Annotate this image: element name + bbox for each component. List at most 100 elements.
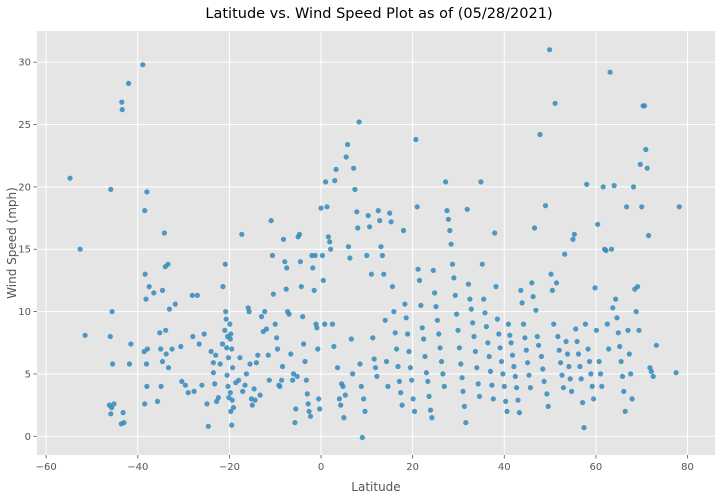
data-point [633, 309, 639, 315]
data-point [468, 306, 474, 312]
data-point [352, 186, 358, 192]
data-point [327, 239, 333, 245]
data-point [118, 421, 124, 427]
data-point [604, 321, 610, 327]
data-point [215, 395, 221, 401]
data-point [487, 368, 494, 374]
data-point [476, 393, 483, 399]
data-point [358, 383, 364, 389]
x-axis-ticks: −60 −40 −20 0 20 40 60 80 [36, 455, 694, 473]
data-point [464, 206, 470, 212]
data-point [407, 365, 413, 371]
data-point [252, 397, 258, 403]
data-point [249, 402, 255, 408]
data-point [159, 287, 166, 293]
data-point [592, 285, 598, 291]
data-point [347, 255, 353, 261]
data-point [451, 275, 457, 281]
data-point [496, 331, 502, 337]
data-point [511, 363, 517, 370]
data-point [595, 221, 601, 227]
data-point [279, 377, 285, 383]
data-point [644, 165, 650, 171]
data-point [144, 383, 150, 389]
data-point [126, 80, 132, 86]
data-point [421, 336, 427, 342]
data-point [636, 327, 642, 333]
data-point [372, 365, 379, 371]
x-tick-label: 60 [590, 462, 603, 473]
data-point [389, 284, 396, 290]
data-point [578, 376, 584, 382]
data-point [653, 342, 660, 348]
data-point [322, 321, 328, 327]
data-point [158, 346, 164, 352]
data-point [265, 352, 271, 358]
data-point [201, 331, 207, 337]
data-point [402, 301, 408, 307]
data-point [611, 183, 617, 189]
data-point [251, 386, 257, 392]
data-point [648, 368, 654, 374]
data-point [398, 390, 404, 396]
x-axis-label: Latitude [351, 480, 400, 494]
data-point [274, 335, 280, 341]
data-point [391, 309, 397, 315]
data-point [282, 259, 288, 265]
data-point [536, 342, 542, 348]
data-point [370, 335, 376, 341]
data-point [246, 309, 252, 315]
data-point [606, 346, 612, 352]
data-point [566, 363, 572, 370]
data-point [610, 305, 616, 311]
data-point [375, 208, 381, 214]
data-point [379, 252, 385, 259]
data-point [628, 371, 634, 377]
data-point [452, 292, 458, 298]
data-point [158, 383, 164, 389]
data-point [577, 363, 583, 370]
x-tick-label: 20 [406, 462, 419, 473]
data-point [622, 408, 628, 414]
data-point [575, 351, 582, 357]
data-point [385, 383, 391, 389]
data-point [297, 259, 303, 265]
data-point [406, 348, 412, 355]
data-point [591, 396, 597, 402]
data-point [410, 396, 416, 402]
data-point [392, 330, 398, 336]
data-point [552, 100, 558, 106]
data-point [222, 261, 228, 267]
data-point [530, 294, 536, 300]
data-point [514, 385, 520, 391]
data-point [303, 377, 309, 383]
data-point [240, 388, 246, 394]
data-point [377, 218, 383, 224]
x-tick-label: −60 [36, 462, 57, 473]
data-point [350, 371, 356, 377]
data-point [509, 352, 516, 358]
data-point [67, 175, 73, 181]
data-point [230, 365, 236, 371]
data-point [429, 415, 435, 421]
data-point [284, 265, 290, 271]
data-point [227, 336, 233, 342]
data-point [270, 291, 276, 297]
data-point [405, 331, 411, 337]
data-point [503, 398, 509, 404]
data-point [563, 338, 569, 345]
chart-title: Latitude vs. Wind Speed Plot as of (05/2… [205, 6, 552, 22]
data-point [258, 314, 265, 320]
data-point [253, 360, 259, 366]
data-point [257, 392, 263, 398]
data-point [228, 331, 234, 337]
data-point [340, 383, 346, 389]
data-point [409, 377, 415, 383]
data-point [555, 333, 561, 340]
data-point [600, 184, 606, 190]
data-point [159, 358, 166, 365]
data-point [110, 361, 116, 367]
data-point [348, 336, 354, 342]
data-point [399, 402, 405, 408]
data-point [584, 181, 590, 187]
